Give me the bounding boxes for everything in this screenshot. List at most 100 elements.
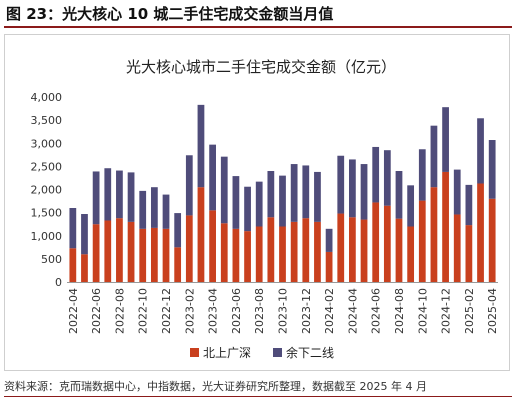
bar-segment-rest bbox=[116, 170, 123, 219]
bar-segment-rest bbox=[418, 149, 426, 201]
bar-segment-rest bbox=[465, 184, 473, 226]
bar-segment-north bbox=[430, 187, 438, 282]
x-tick-label: 2025-04 bbox=[486, 288, 499, 334]
bar-segment-north bbox=[209, 210, 216, 282]
bar-segment-rest bbox=[453, 169, 461, 215]
x-tick-label: 2023-12 bbox=[300, 288, 313, 334]
bar-segment-north bbox=[290, 221, 298, 283]
bar-segment-rest bbox=[197, 104, 205, 188]
bar-segment-north bbox=[453, 214, 461, 282]
bar-segment-north bbox=[488, 198, 496, 282]
x-axis: 2022-04 2022-06 2022-08 2022-10 2022-12 2023-… bbox=[67, 288, 499, 334]
figure-label: 图 23：光大核心 10 城二手住宅成交金额当月值 bbox=[6, 5, 334, 23]
x-tick-label: 2024-08 bbox=[393, 288, 406, 334]
source-note: 资料来源：克而瑞数据中心，中指数据，光大证券研究所整理，数据截至 2025 年 … bbox=[4, 380, 427, 393]
bar-segment-north bbox=[395, 218, 403, 282]
bar-segment-north bbox=[127, 221, 135, 283]
bar-segment-north bbox=[162, 228, 170, 282]
bar-segment-north bbox=[150, 227, 158, 282]
y-tick-label: 4,000 bbox=[31, 91, 63, 104]
bar-segment-north bbox=[442, 171, 449, 282]
x-tick-label: 2024-02 bbox=[323, 288, 336, 334]
bar-segment-rest bbox=[92, 171, 100, 225]
bar-segment-rest bbox=[244, 186, 251, 232]
bars bbox=[69, 104, 496, 283]
bar-segment-rest bbox=[477, 118, 484, 184]
bar-segment-north bbox=[255, 226, 263, 282]
x-tick-label: 2023-10 bbox=[277, 288, 290, 334]
bar-segment-north bbox=[69, 248, 77, 282]
bar-segment-north bbox=[407, 226, 415, 282]
bar-segment-rest bbox=[104, 168, 112, 221]
y-tick-label: 2,500 bbox=[31, 160, 63, 173]
x-tick-label: 2023-06 bbox=[230, 288, 243, 334]
x-tick-label: 2024-06 bbox=[370, 288, 383, 334]
bar-segment-rest bbox=[279, 175, 286, 227]
source-divider bbox=[4, 396, 512, 397]
bar-segment-rest bbox=[174, 213, 182, 248]
y-tick-label: 2,000 bbox=[31, 184, 63, 197]
legend: 北上广深 余下二线 bbox=[190, 345, 334, 360]
y-axis: 0 500 1,000 1,500 2,000 2,500 3,000 3,500 4,000 bbox=[31, 91, 63, 289]
bar-segment-north bbox=[244, 231, 251, 283]
bar-segment-rest bbox=[314, 171, 321, 222]
bar-segment-rest bbox=[162, 194, 170, 229]
bar-segment-rest bbox=[69, 208, 77, 249]
bar-segment-north bbox=[465, 225, 473, 282]
bar-segment-rest bbox=[395, 171, 403, 219]
bar-segment-north bbox=[174, 247, 182, 282]
bar-segment-rest bbox=[488, 140, 496, 199]
bar-segment-north bbox=[197, 187, 205, 282]
bar-segment-rest bbox=[407, 185, 415, 227]
bar-segment-north bbox=[81, 254, 88, 282]
x-tick-label: 2022-04 bbox=[67, 288, 80, 334]
bar-segment-rest bbox=[267, 171, 275, 218]
x-tick-label: 2023-08 bbox=[253, 288, 266, 334]
bar-segment-rest bbox=[442, 107, 449, 172]
bar-segment-north bbox=[360, 219, 368, 282]
x-tick-label: 2025-02 bbox=[463, 288, 476, 334]
chart-title: 光大核心城市二手住宅成交金额（亿元） bbox=[126, 58, 396, 76]
bar-segment-rest bbox=[209, 144, 216, 211]
x-tick-label: 2023-02 bbox=[183, 288, 196, 334]
bar-segment-rest bbox=[150, 187, 158, 228]
x-tick-label: 2024-10 bbox=[416, 288, 429, 334]
bar-segment-north bbox=[372, 202, 380, 282]
bar-segment-north bbox=[279, 226, 286, 282]
bar-segment-north bbox=[302, 218, 310, 282]
x-tick-label: 2024-12 bbox=[440, 288, 453, 334]
legend-swatch bbox=[190, 348, 199, 357]
bar-segment-rest bbox=[430, 125, 438, 188]
bar-segment-rest bbox=[139, 190, 147, 229]
bar-segment-north bbox=[477, 183, 484, 282]
bar-segment-north bbox=[92, 224, 100, 282]
x-tick-label: 2022-10 bbox=[137, 288, 150, 334]
bar-segment-rest bbox=[127, 172, 135, 222]
y-tick-label: 1,500 bbox=[31, 207, 63, 220]
bar-segment-rest bbox=[372, 146, 380, 203]
y-tick-label: 500 bbox=[41, 253, 62, 266]
bar-segment-rest bbox=[185, 155, 193, 216]
bar-segment-north bbox=[220, 223, 228, 282]
bar-segment-rest bbox=[383, 150, 391, 206]
legend-swatch bbox=[273, 348, 282, 357]
x-tick-label: 2022-12 bbox=[160, 288, 173, 334]
x-tick-label: 2023-04 bbox=[207, 288, 220, 334]
bar-segment-rest bbox=[232, 176, 240, 229]
y-tick-label: 3,500 bbox=[31, 114, 63, 127]
x-tick-label: 2024-04 bbox=[346, 288, 359, 334]
bar-segment-rest bbox=[360, 164, 368, 220]
bar-segment-rest bbox=[81, 214, 88, 255]
bar-segment-north bbox=[337, 213, 345, 282]
bar-segment-north bbox=[139, 228, 147, 282]
bar-segment-north bbox=[267, 217, 275, 282]
bar-segment-north bbox=[325, 251, 333, 282]
legend-label: 北上广深 bbox=[203, 346, 251, 360]
bar-segment-north bbox=[104, 220, 112, 282]
bar-segment-north bbox=[232, 228, 240, 282]
bar-segment-north bbox=[116, 218, 123, 282]
bar-segment-rest bbox=[337, 155, 345, 214]
chart-frame bbox=[4, 34, 510, 371]
bar-segment-rest bbox=[325, 228, 333, 252]
